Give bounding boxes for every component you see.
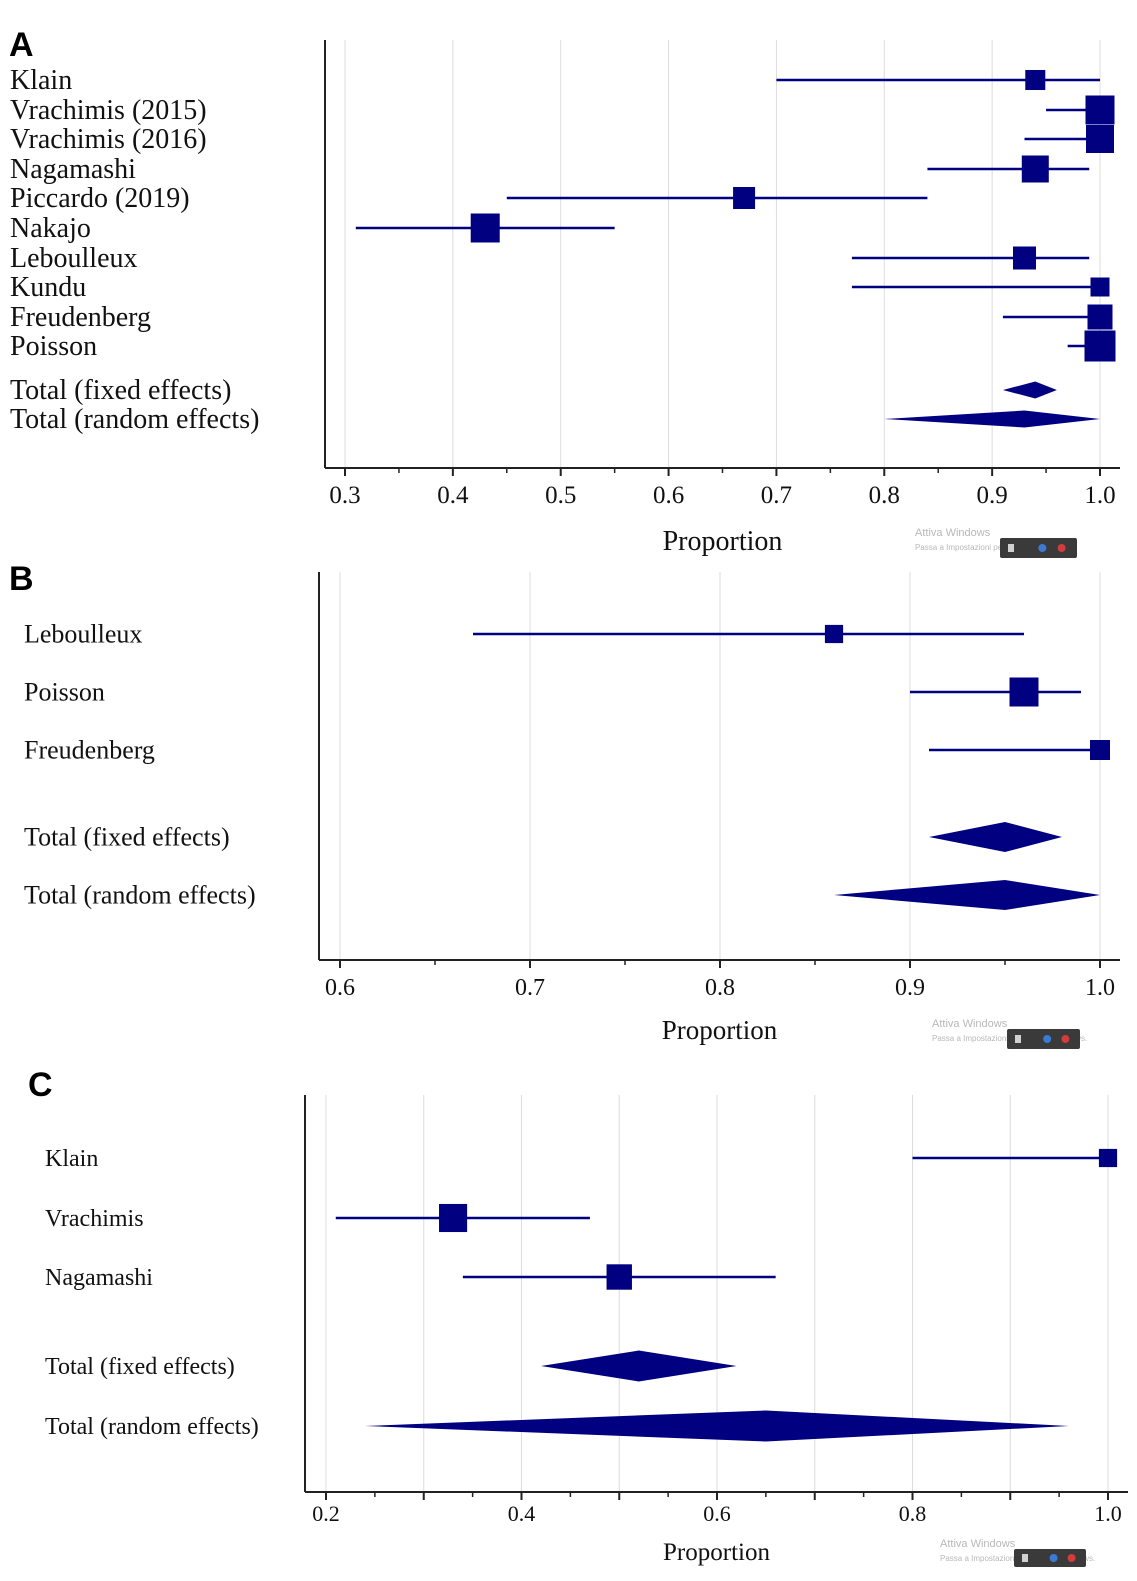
- total-name: Total (random effects): [24, 881, 256, 910]
- taskbar-blue-icon: [1049, 1554, 1058, 1562]
- pooled-diamond: [884, 410, 1100, 428]
- study-name: Nagamashi: [10, 154, 136, 185]
- x-tick-label: 0.4: [508, 1501, 536, 1526]
- total-name: Total (random effects): [45, 1414, 259, 1440]
- x-tick-label: 0.9: [977, 482, 1008, 509]
- point-estimate: [606, 1264, 632, 1290]
- taskbar-file-icon: [1008, 544, 1014, 552]
- taskbar-file-icon: [1022, 1554, 1028, 1562]
- x-tick-label: 0.7: [761, 482, 792, 509]
- study-name: Leboulleux: [24, 620, 142, 649]
- study-name: Vrachimis (2016): [10, 124, 207, 155]
- taskbar-red-icon: [1067, 1554, 1076, 1562]
- point-estimate: [1021, 155, 1049, 183]
- point-estimate: [1084, 330, 1116, 362]
- study-name: Klain: [45, 1146, 98, 1172]
- watermark-text: Attiva Windows: [932, 1018, 1008, 1030]
- study-name: Poisson: [10, 331, 97, 362]
- total-name: Total (fixed effects): [24, 823, 230, 852]
- taskbar-red-icon: [1057, 544, 1066, 552]
- panel-c: C 0.2 0.4 0.6 0.8 1.0 Proportion Klain Vrachimis…: [28, 1066, 1128, 1567]
- study-name: Vrachimis: [45, 1206, 144, 1232]
- study-name: Poisson: [24, 678, 105, 707]
- panel-a: A 0.3 0.4 0.5 0.6 0.7 0.8 0.9 1.0 Proportion Klain…: [9, 26, 1120, 558]
- point-estimate: [824, 624, 844, 644]
- study-name: Piccardo (2019): [10, 183, 190, 214]
- x-tick-label: 0.6: [703, 1501, 731, 1526]
- point-estimate: [439, 1203, 468, 1233]
- pooled-diamond: [929, 822, 1062, 852]
- pooled-diamond: [1002, 381, 1057, 399]
- x-tick-label: 0.6: [325, 975, 355, 1001]
- x-tick-label: 1.0: [1094, 1501, 1122, 1526]
- point-estimate: [1085, 95, 1115, 125]
- x-tick-label: 0.8: [705, 975, 735, 1001]
- point-estimate: [1025, 70, 1046, 90]
- x-axis-title: Proportion: [663, 1539, 770, 1566]
- total-name: Total (fixed effects): [10, 375, 231, 406]
- pooled-diamond: [365, 1410, 1069, 1442]
- panel-label: B: [9, 560, 34, 598]
- watermark-text: Attiva Windows: [940, 1538, 1016, 1550]
- x-tick-label: 0.2: [312, 1501, 340, 1526]
- total-name: Total (random effects): [10, 404, 259, 435]
- x-tick-label: 0.6: [653, 482, 684, 509]
- x-tick-label: 0.3: [329, 482, 360, 509]
- study-name: Vrachimis (2015): [10, 95, 207, 126]
- x-tick-label: 0.7: [515, 975, 545, 1001]
- point-estimate: [1090, 277, 1110, 297]
- pooled-diamond: [834, 880, 1100, 910]
- point-estimate: [1086, 125, 1114, 153]
- x-tick-label: 0.5: [545, 482, 576, 509]
- taskbar-red-icon: [1061, 1035, 1070, 1043]
- study-name: Freudenberg: [24, 736, 155, 765]
- taskbar-blue-icon: [1038, 544, 1047, 552]
- study-name: Freudenberg: [10, 302, 151, 333]
- point-estimate: [733, 187, 756, 209]
- total-name: Total (fixed effects): [45, 1354, 235, 1380]
- panel-b: B 0.6 0.7 0.8 0.9 1.0 Proportion Leboulleux Pois…: [9, 560, 1120, 1049]
- x-tick-label: 1.0: [1084, 482, 1115, 509]
- watermark-text: Attiva Windows: [915, 527, 991, 539]
- watermark-subtext: Passa a Impostazioni per attivare Window…: [915, 543, 1070, 552]
- x-tick-label: 0.8: [869, 482, 900, 509]
- point-estimate: [1087, 304, 1113, 330]
- point-estimate: [1090, 740, 1110, 760]
- x-tick-label: 0.8: [899, 1501, 927, 1526]
- x-axis-title: Proportion: [663, 526, 783, 557]
- pooled-diamond: [541, 1350, 737, 1382]
- study-name: Nagamashi: [45, 1265, 153, 1291]
- point-estimate: [1013, 246, 1036, 270]
- taskbar-file-icon: [1015, 1035, 1021, 1043]
- x-tick-label: 1.0: [1085, 975, 1115, 1001]
- study-name: Klain: [10, 65, 72, 96]
- point-estimate: [1009, 677, 1039, 707]
- x-axis-title: Proportion: [662, 1015, 778, 1045]
- panel-label: A: [9, 26, 34, 64]
- study-name: Kundu: [10, 272, 86, 303]
- panel-label: C: [28, 1066, 53, 1104]
- x-tick-label: 0.4: [437, 482, 469, 509]
- point-estimate: [470, 213, 500, 243]
- point-estimate: [1098, 1148, 1118, 1168]
- x-tick-label: 0.9: [895, 975, 925, 1001]
- taskbar-blue-icon: [1043, 1035, 1052, 1043]
- study-name: Nakajo: [10, 213, 91, 244]
- study-name: Leboulleux: [10, 243, 138, 274]
